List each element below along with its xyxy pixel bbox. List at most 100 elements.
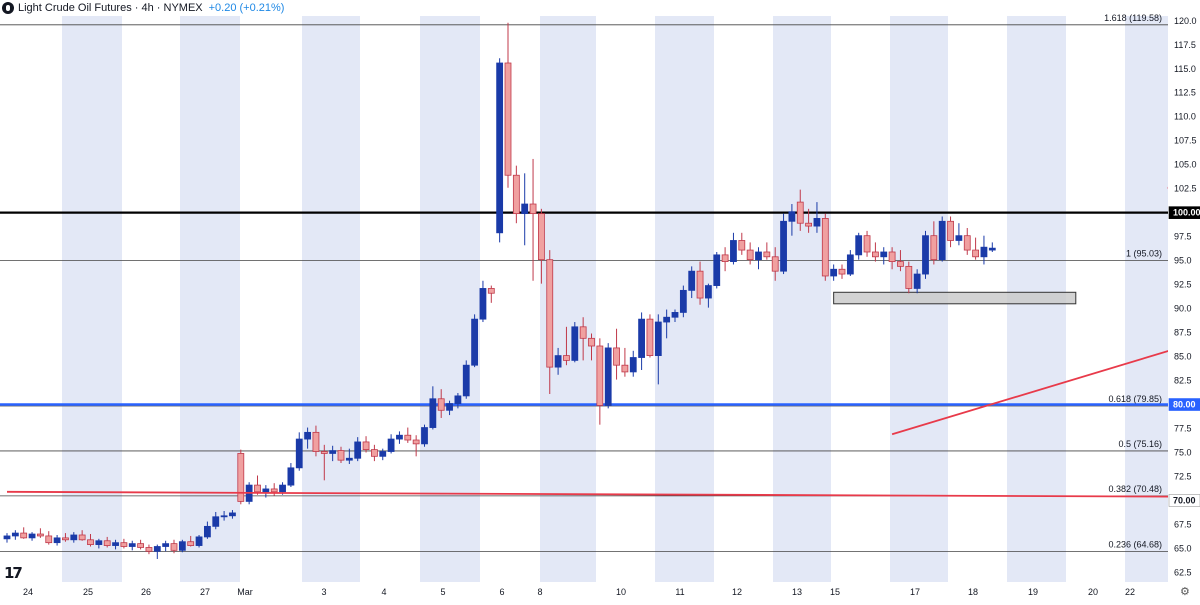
candle — [162, 540, 170, 552]
candle — [897, 250, 904, 272]
price-tick-label: 97.5 — [1174, 232, 1192, 242]
candle — [579, 317, 587, 361]
price-tick-label: 65.0 — [1174, 543, 1192, 553]
candle — [654, 314, 662, 385]
tradingview-logo: 17 — [4, 564, 23, 582]
session-band — [773, 16, 831, 582]
candle-body — [947, 220, 954, 241]
candle — [738, 232, 746, 255]
candle-body — [646, 318, 654, 356]
gear-icon[interactable]: ⚙ — [1180, 586, 1190, 598]
candle-body — [95, 540, 103, 545]
candle-body — [688, 270, 696, 291]
candle-body — [479, 288, 487, 320]
candle-body — [771, 256, 779, 272]
candle — [688, 266, 696, 299]
candle-body — [763, 251, 771, 258]
candle — [705, 283, 712, 308]
candle-body — [270, 488, 278, 493]
candle-body — [988, 247, 996, 251]
candle-body — [638, 318, 645, 358]
candle — [796, 189, 804, 231]
candle-body — [705, 285, 712, 299]
price-tag-label: 100.00 — [1173, 208, 1200, 218]
price-tick-label: 115.0 — [1174, 64, 1196, 74]
candle — [3, 533, 11, 543]
time-axis — [0, 582, 1200, 600]
trendline — [891, 340, 1200, 436]
candle — [178, 539, 186, 553]
candle — [237, 449, 245, 505]
candle-body — [880, 251, 888, 258]
candle-body — [446, 403, 453, 411]
price-tick-label: 92.5 — [1174, 280, 1192, 290]
candle — [128, 540, 136, 551]
candle-body — [153, 546, 161, 552]
candle — [947, 216, 954, 248]
candle-body — [262, 488, 270, 493]
price-tick-label: 62.5 — [1174, 567, 1192, 577]
price-tag-label: 70.00 — [1173, 495, 1196, 505]
fib-level-label: 0.5 (75.16) — [1118, 439, 1162, 449]
price-tag — [1168, 494, 1200, 507]
candle-body — [796, 201, 804, 224]
candle — [53, 534, 61, 546]
candle — [20, 527, 28, 539]
candle-body — [671, 312, 679, 318]
candle-body — [37, 533, 44, 537]
candle-body — [487, 288, 495, 294]
candle — [446, 400, 453, 416]
candle-body — [387, 438, 395, 452]
candle-body — [53, 537, 61, 544]
time-tick-label: 11 — [675, 587, 684, 597]
candle — [45, 531, 53, 545]
candle-body — [170, 543, 178, 551]
candle-body — [287, 467, 295, 486]
candle — [220, 511, 228, 521]
candle-body — [721, 254, 729, 262]
candle-body — [963, 235, 971, 251]
session-band — [302, 16, 360, 582]
candle-body — [846, 254, 854, 275]
candle — [671, 309, 679, 323]
candle — [421, 424, 428, 447]
candle-body — [855, 235, 863, 256]
candle-body — [345, 457, 353, 461]
candle-body — [830, 268, 838, 277]
candle-body — [930, 235, 938, 261]
candle-body — [780, 220, 787, 272]
candle — [28, 532, 36, 541]
candle-body — [354, 441, 362, 459]
fib-level-label: 1 (95.03) — [1126, 248, 1162, 258]
candle — [913, 269, 921, 294]
candle — [229, 510, 236, 519]
candle — [554, 347, 562, 375]
candle — [872, 242, 879, 262]
candle — [187, 535, 195, 547]
candle-body — [128, 543, 136, 547]
candle-body — [329, 450, 337, 454]
candle-body — [203, 525, 211, 538]
candle — [387, 434, 395, 454]
candle — [972, 237, 979, 260]
candle-body — [730, 240, 737, 262]
candle — [11, 530, 19, 540]
candle-body — [295, 438, 303, 469]
time-tick-label: 6 — [499, 587, 504, 597]
time-tick-label: 20 — [1088, 587, 1098, 597]
candle-body — [11, 532, 19, 537]
price-tag — [1168, 206, 1200, 219]
candle — [905, 261, 913, 294]
candle-body — [145, 547, 153, 552]
time-tick-label: 19 — [1028, 587, 1038, 597]
candle-body — [337, 450, 345, 461]
candle-body — [137, 543, 145, 548]
candle — [95, 538, 103, 549]
candle-body — [596, 345, 604, 406]
candle-body — [863, 235, 871, 253]
candle — [195, 534, 203, 548]
candle — [262, 485, 270, 498]
fib-level-label: 1.618 (119.58) — [1104, 13, 1162, 23]
